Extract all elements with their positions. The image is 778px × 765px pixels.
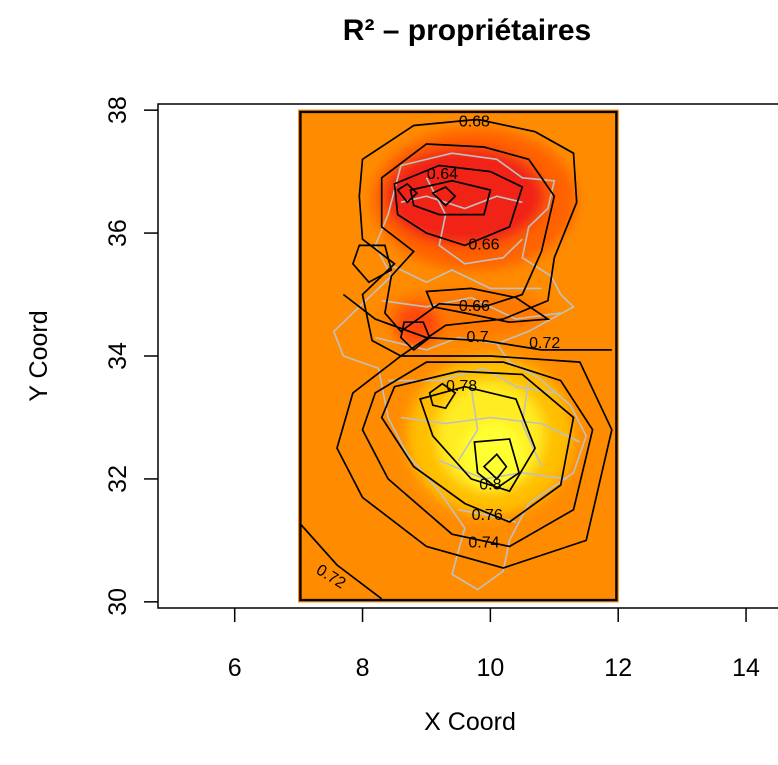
contour-line — [351, 244, 393, 284]
region-border — [400, 195, 523, 210]
y-tick-label: 34 — [104, 342, 132, 370]
contour-line — [473, 438, 521, 490]
x-tick-label: 14 — [732, 654, 760, 682]
contour-line — [482, 453, 508, 481]
contour-line — [419, 385, 537, 493]
contour-label: 0.78 — [446, 378, 477, 395]
contour-line — [361, 361, 594, 548]
region-border — [521, 380, 543, 467]
region-border — [457, 386, 479, 461]
x-tick-label: 10 — [476, 654, 504, 682]
y-tick-label: 38 — [104, 96, 132, 124]
contour-line — [399, 321, 431, 352]
x-axis-label: X Coord — [424, 708, 516, 736]
contour-label: 0.72 — [529, 335, 560, 352]
y-axis-label: Y Coord — [25, 310, 53, 401]
contour-line — [396, 182, 419, 204]
contour-label: 0.8 — [479, 476, 501, 493]
y-tick-label: 36 — [104, 219, 132, 247]
region-border — [438, 459, 568, 480]
contour-label: 0.68 — [459, 114, 490, 131]
contour-label: 0.66 — [468, 237, 499, 254]
x-tick-label: 6 — [228, 654, 242, 682]
contour-line — [342, 293, 612, 351]
region-border — [381, 296, 561, 320]
contour-label: 0.64 — [427, 166, 458, 183]
plot-area: 0.680.640.660.660.7 0.720.780.80.760.740.… — [297, 109, 619, 603]
y-tick-label: 30 — [104, 588, 132, 616]
region-boundaries — [332, 152, 588, 591]
contour-line — [393, 164, 524, 247]
low-r2-spot — [394, 303, 440, 347]
region-border — [425, 177, 523, 265]
x-tick-label: 8 — [356, 654, 370, 682]
contour-line — [428, 382, 457, 410]
contour-line — [358, 118, 578, 357]
contour-label: 0.66 — [459, 298, 490, 315]
contour-label: 0.7 — [466, 329, 488, 346]
contour-label: 0.76 — [472, 507, 503, 524]
x-tick-label: 12 — [604, 654, 632, 682]
contour-line — [336, 355, 613, 569]
contour-line — [380, 370, 575, 523]
chart-title: R² – propriétaires — [343, 14, 591, 47]
region-border — [458, 508, 517, 523]
region-border — [400, 416, 581, 443]
country-outline — [332, 152, 588, 591]
raster-border — [298, 109, 619, 603]
low-r2-core-north — [384, 147, 545, 246]
contour-line — [380, 143, 556, 333]
contour-label: 0.74 — [468, 535, 499, 552]
contour-lines — [297, 118, 613, 600]
raster-frame — [298, 110, 619, 602]
axes: 6 8 10 12 14 30 32 34 36 38 — [104, 96, 778, 682]
contour-line — [431, 185, 457, 207]
y-tick-label: 32 — [104, 465, 132, 493]
contour-line — [297, 521, 383, 600]
contour-line — [409, 179, 492, 216]
region-border — [387, 263, 542, 290]
contour-line — [425, 287, 551, 324]
